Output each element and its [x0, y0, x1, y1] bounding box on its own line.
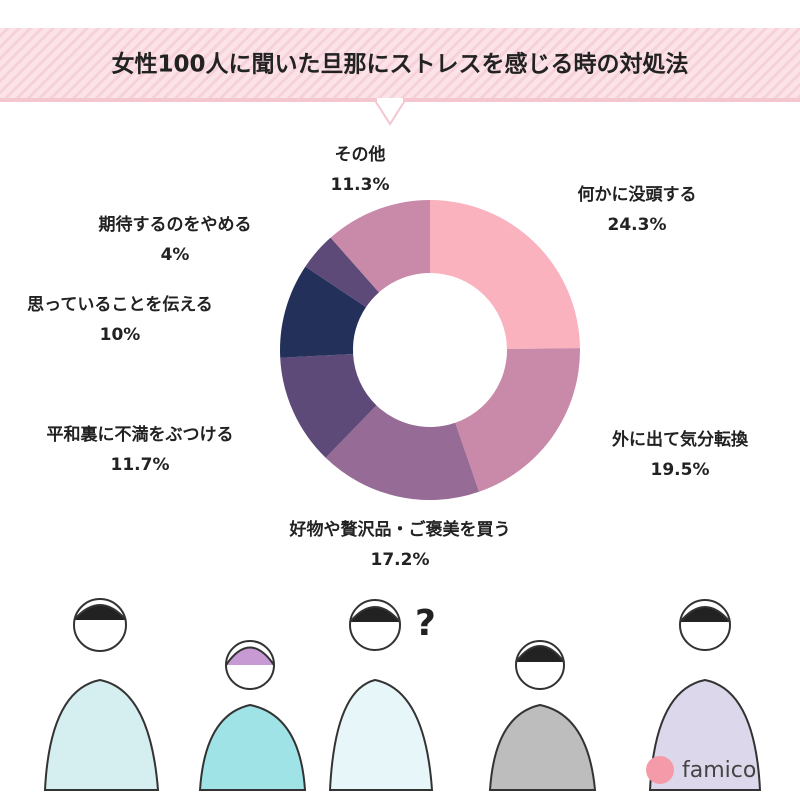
- value-label: 10%: [100, 325, 141, 345]
- category-label: 平和裏に不満をぶつける: [47, 424, 234, 445]
- donut-slice: [430, 200, 580, 350]
- category-label: その他: [335, 144, 386, 165]
- title-pointer: [374, 101, 406, 126]
- illustrations: ?: [43, 598, 762, 791]
- donut-slice: [455, 348, 580, 492]
- brand-icon: [646, 756, 674, 784]
- donut: [280, 200, 580, 501]
- value-label: 24.3%: [608, 215, 667, 235]
- pointer-cover: [377, 98, 403, 103]
- brand-name: famico: [682, 758, 756, 783]
- category-label: 好物や贅沢品・ご褒美を買う: [289, 519, 511, 540]
- title-band: [0, 28, 800, 102]
- donut-slice: [325, 405, 480, 501]
- value-label: 4%: [161, 245, 190, 265]
- donut-slice: [280, 266, 367, 358]
- labels: 何かに没頭する 24.3% 外に出て気分転換 19.5% 好物や贅沢品・ご褒美を買う 17…: [27, 144, 749, 570]
- category-label: 期待するのをやめる: [99, 214, 252, 235]
- value-label: 17.2%: [371, 550, 430, 570]
- svg-text:?: ?: [415, 603, 436, 644]
- value-label: 19.5%: [651, 460, 710, 480]
- value-label: 11.7%: [111, 455, 170, 475]
- category-label: 思っていることを伝える: [27, 294, 213, 315]
- chart-title: 女性100人に聞いた旦那にストレスを感じる時の対処法: [111, 51, 688, 78]
- donut-slice: [280, 353, 377, 458]
- donut-slice: [330, 200, 430, 293]
- category-label: 何かに没頭する: [578, 184, 697, 205]
- value-label: 11.3%: [331, 175, 390, 195]
- category-label: 外に出て気分転換: [612, 429, 749, 450]
- donut-slice: [305, 237, 379, 308]
